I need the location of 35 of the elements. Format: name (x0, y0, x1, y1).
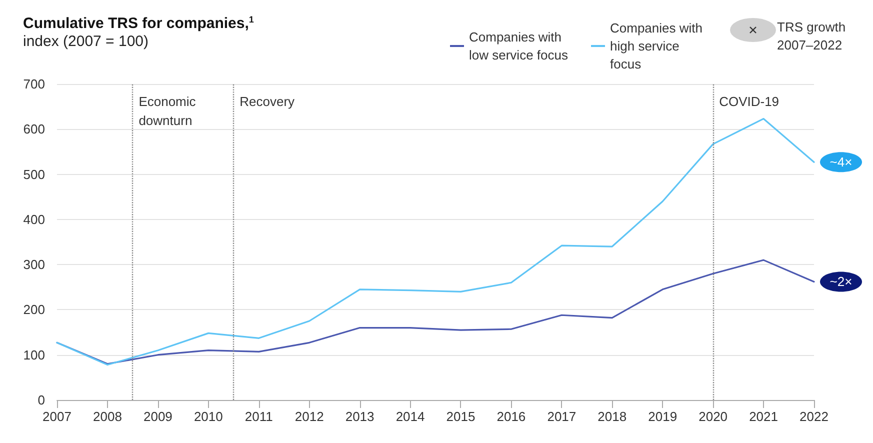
x-tick-label: 2007 (42, 409, 72, 424)
annotation: ~4× (830, 154, 852, 170)
y-tick-label: 600 (23, 122, 45, 137)
y-tick-label: 500 (23, 166, 45, 182)
y-tick-label: 200 (23, 302, 45, 318)
x-tick-label: 2010 (194, 409, 223, 424)
text: TRS growth 2007–2022 (777, 20, 850, 52)
y-tick-label: 100 (23, 347, 45, 362)
x-tick-label: 2009 (143, 409, 172, 424)
x-tick-label: 2017 (547, 409, 576, 424)
ref-line-label: Recovery (240, 94, 296, 109)
y-tick-label: 0 (38, 392, 45, 408)
y-tick-label: 400 (23, 212, 45, 227)
chart-subtitle: index (2007 = 100) (23, 33, 149, 50)
x-tick-label: 2011 (244, 409, 273, 424)
y-tick-label: 300 (23, 257, 45, 272)
x-tick-label: 2008 (93, 409, 122, 424)
x-tick-label: 2013 (345, 409, 374, 424)
x-tick-label: 2022 (800, 409, 828, 424)
x-tick-label: 2021 (749, 409, 778, 424)
x-tick-label: 2014 (396, 409, 425, 424)
line-series (56, 118, 815, 366)
line-series (56, 259, 815, 365)
x-tick-label: 2019 (648, 409, 678, 424)
x-tick-label: 2020 (698, 409, 728, 424)
ref-line-label: Economic downturn (138, 94, 200, 128)
legend-label: Companies with low service focus (469, 30, 568, 62)
x-tick-label: 2016 (496, 409, 526, 424)
x-tick-label: 2018 (598, 409, 627, 424)
x-tick-label: 2015 (446, 409, 476, 424)
ref-line-label: COVID-19 (719, 94, 780, 109)
annotation: ~2× (830, 274, 852, 290)
x-tick-label: 2012 (294, 409, 324, 424)
y-tick-label: 700 (23, 76, 45, 92)
legend-label: Companies with high service focus (610, 20, 706, 72)
